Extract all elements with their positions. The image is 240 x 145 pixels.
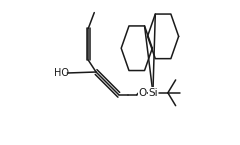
Text: O: O (139, 88, 147, 98)
Text: HO: HO (54, 68, 69, 78)
Text: Si: Si (148, 88, 158, 98)
